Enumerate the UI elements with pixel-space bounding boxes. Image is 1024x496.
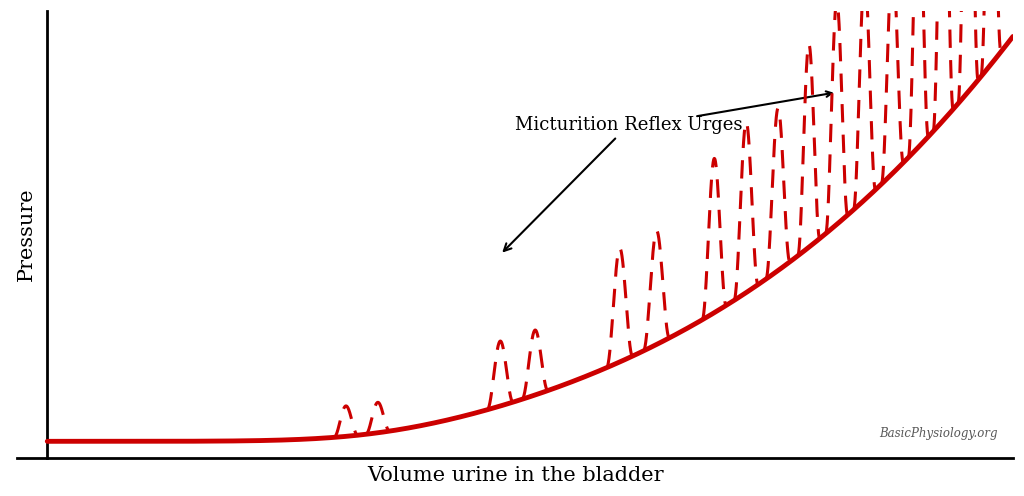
Text: BasicPhysiology.org: BasicPhysiology.org — [880, 427, 998, 439]
Y-axis label: Pressure: Pressure — [17, 187, 36, 281]
Text: Micturition Reflex Urges: Micturition Reflex Urges — [504, 116, 742, 251]
X-axis label: Volume urine in the bladder: Volume urine in the bladder — [367, 466, 664, 485]
